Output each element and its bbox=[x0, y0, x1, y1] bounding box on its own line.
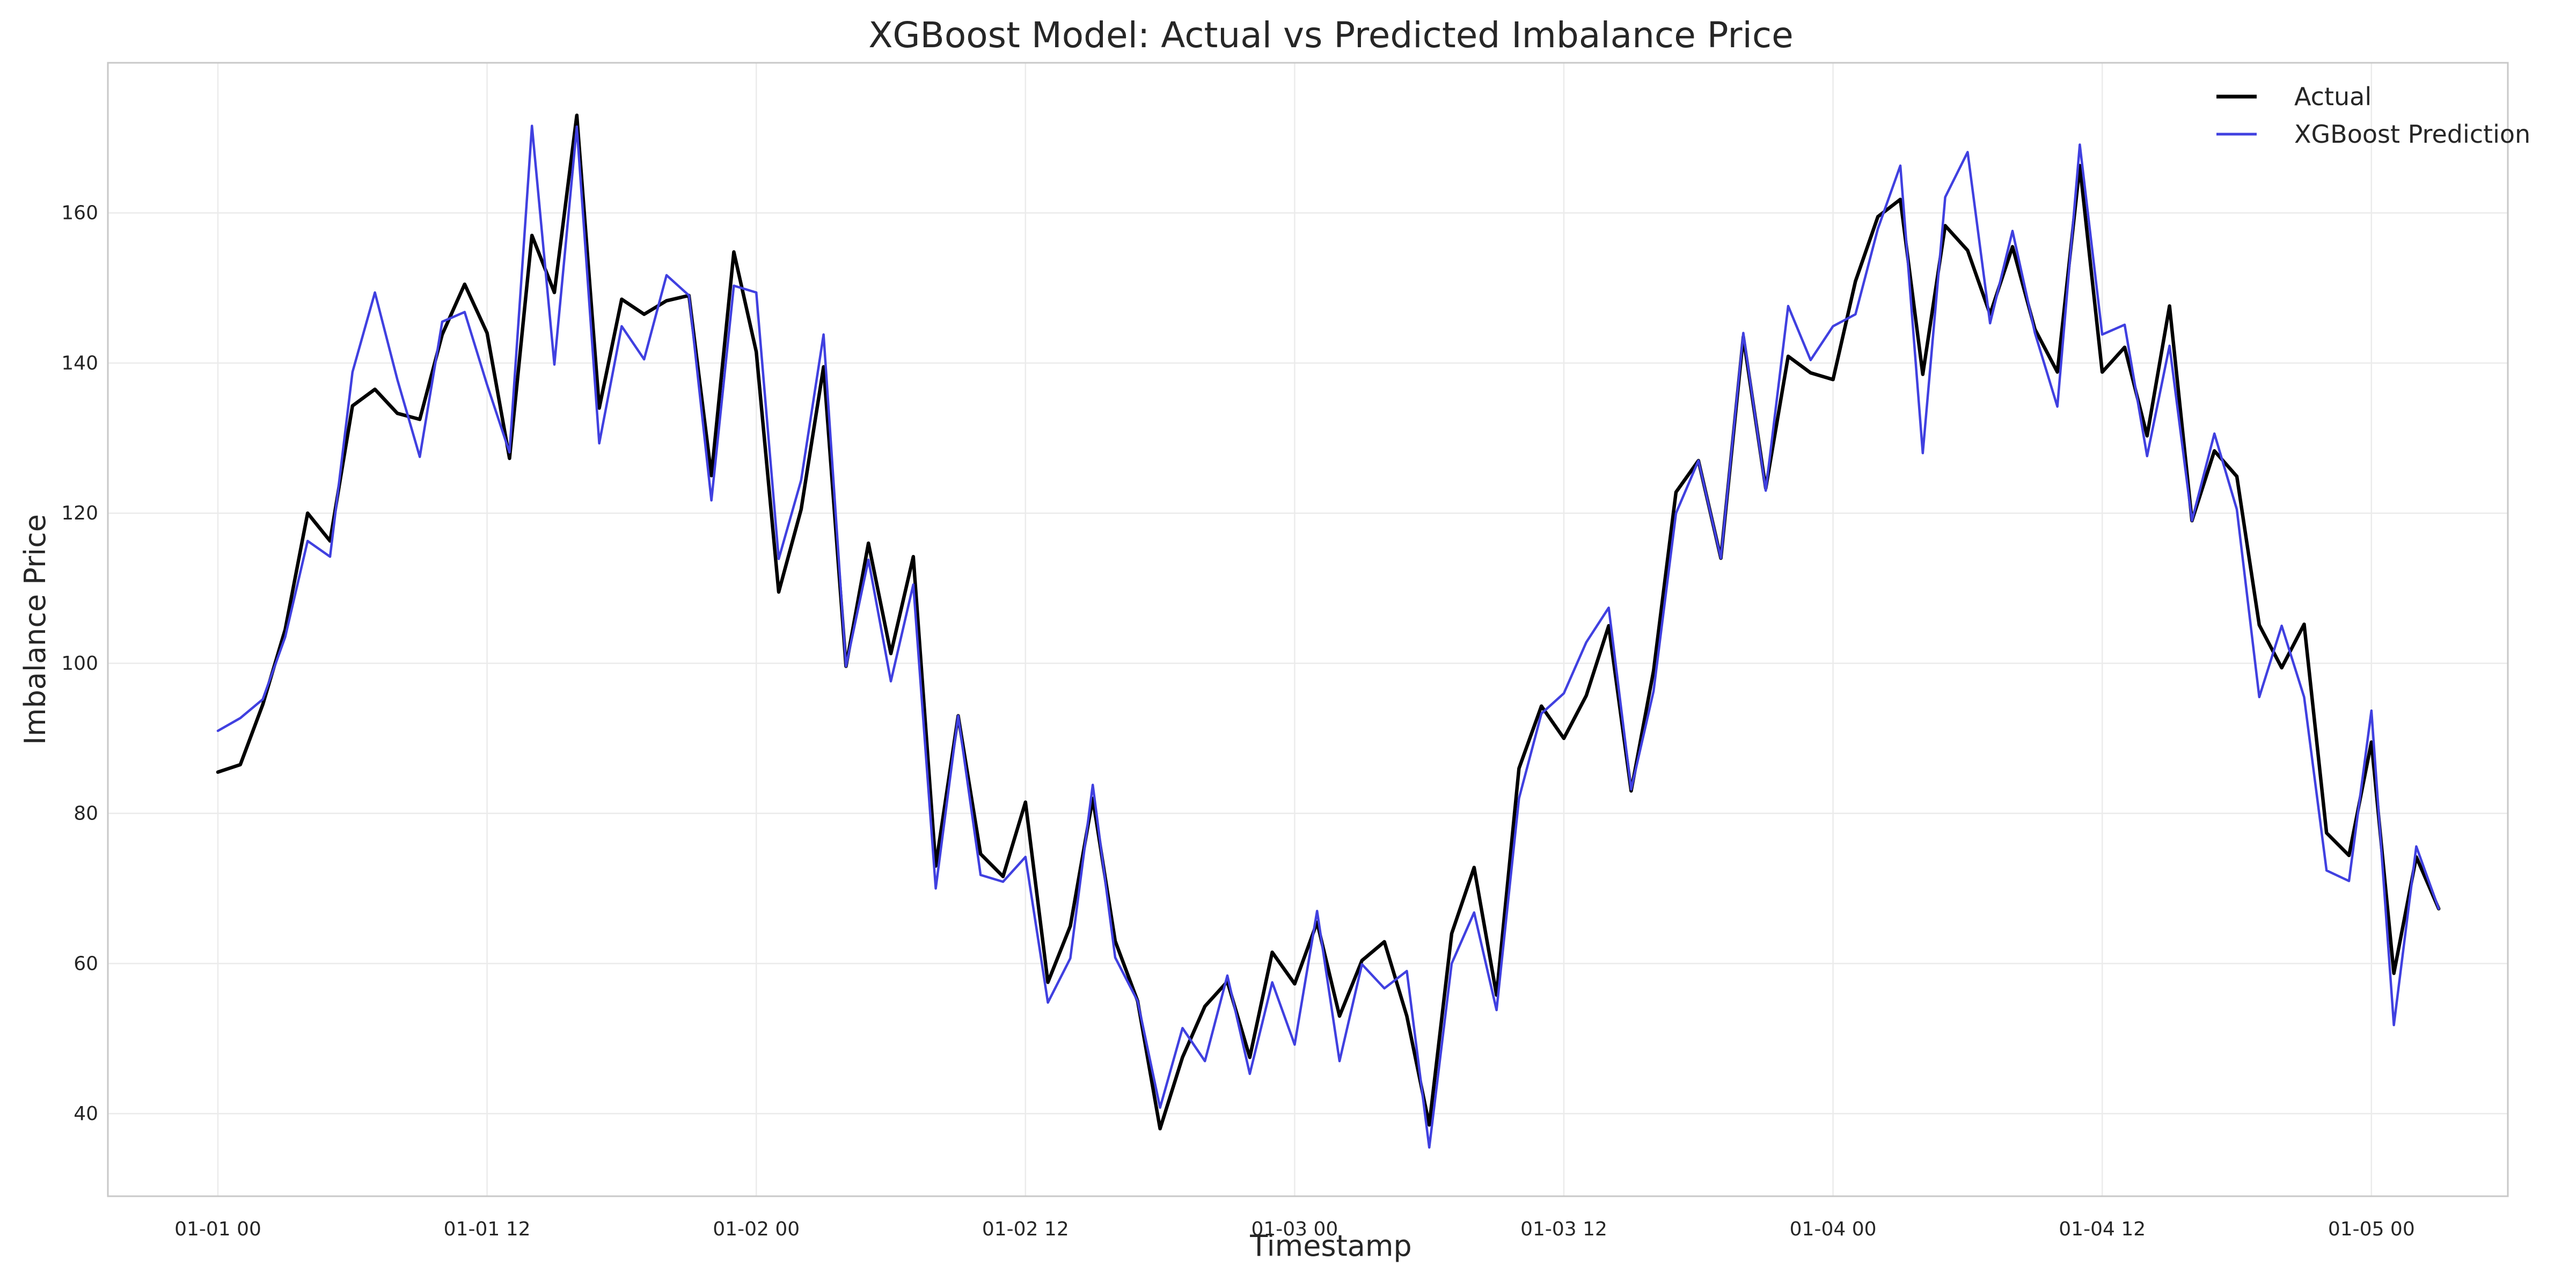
x-tick-label: 01-02 00 bbox=[713, 1218, 800, 1240]
x-tick-label: 01-04 00 bbox=[1790, 1218, 1877, 1240]
y-tick-label: 140 bbox=[61, 352, 98, 374]
y-tick-label: 40 bbox=[74, 1103, 98, 1125]
y-tick-label: 100 bbox=[61, 653, 98, 675]
y-tick-label: 120 bbox=[61, 502, 98, 524]
legend-label-actual: Actual bbox=[2294, 82, 2372, 111]
y-tick-label: 60 bbox=[74, 953, 98, 975]
y-tick-label: 80 bbox=[74, 803, 98, 825]
x-tick-label: 01-03 12 bbox=[1520, 1218, 1607, 1240]
x-tick-label: 01-05 00 bbox=[2328, 1218, 2415, 1240]
x-tick-label: 01-01 00 bbox=[174, 1218, 261, 1240]
y-tick-labels: 40 60 80 100 120 140 160 bbox=[61, 202, 98, 1125]
x-tick-label: 01-04 12 bbox=[2059, 1218, 2146, 1240]
x-axis-title: Timestamp bbox=[1249, 1229, 1411, 1263]
data-series bbox=[216, 113, 2441, 1149]
plot-area-frame bbox=[107, 62, 2509, 1197]
plot-area-background bbox=[108, 63, 2508, 1196]
x-tick-label: 01-01 12 bbox=[444, 1218, 531, 1240]
x-tick-labels: 01-01 00 01-01 12 01-02 00 01-02 12 01-03 00… bbox=[174, 1218, 2415, 1240]
x-tick-label: 01-03 00 bbox=[1251, 1218, 1338, 1240]
grid-lines bbox=[108, 63, 2508, 1196]
x-tick-label: 01-02 12 bbox=[982, 1218, 1069, 1240]
y-tick-label: 160 bbox=[61, 202, 98, 224]
y-axis-title: Imbalance Price bbox=[18, 514, 52, 745]
series-line-prediction bbox=[216, 125, 2440, 1149]
chart-title: XGBoost Model: Actual vs Predicted Imbal… bbox=[868, 14, 1794, 56]
legend: Actual XGBoost Prediction bbox=[2216, 82, 2530, 149]
legend-label-prediction: XGBoost Prediction bbox=[2294, 120, 2530, 149]
